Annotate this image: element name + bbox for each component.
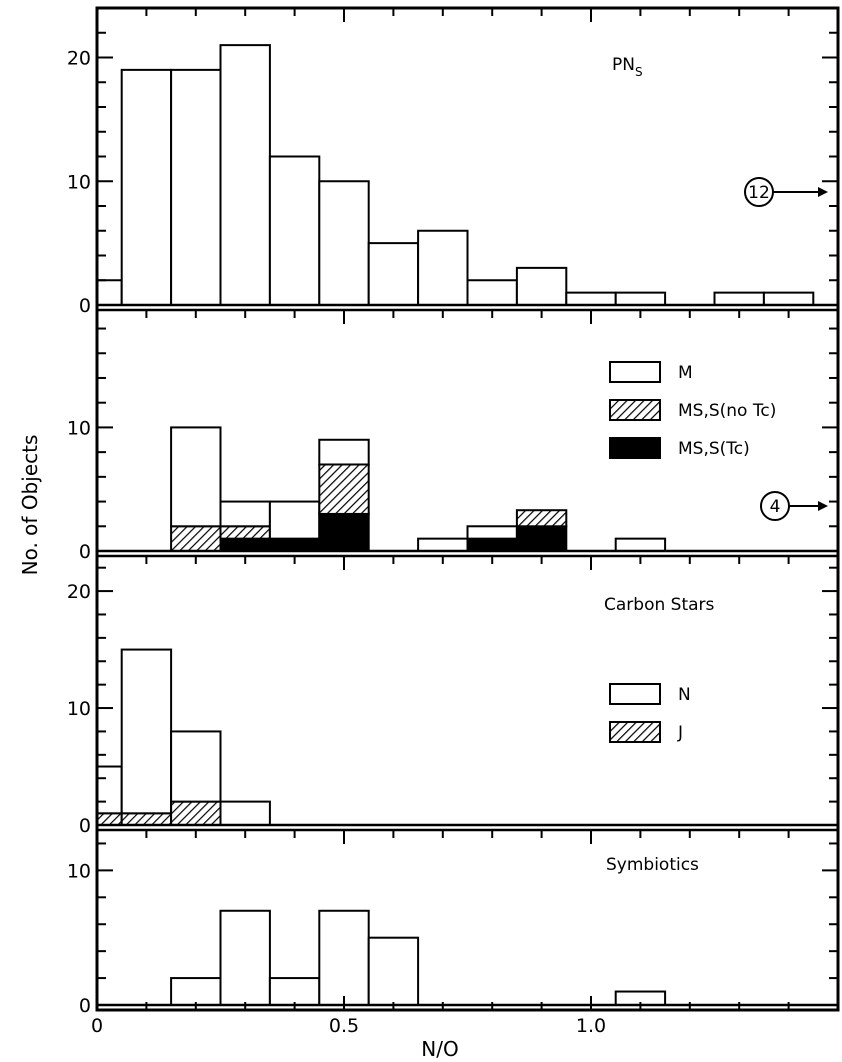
bar-n-bin-1 bbox=[120, 648, 173, 815]
bar-m-bin-4 bbox=[268, 500, 321, 540]
bar-count-bin-14 bbox=[762, 291, 815, 306]
bar-n-bin-3 bbox=[219, 800, 271, 827]
legend-label-n: N bbox=[678, 685, 691, 705]
bar-count-bin-3 bbox=[219, 44, 271, 306]
x-axis-label: N/O bbox=[421, 1037, 458, 1061]
legend-label-ms-s-no-tc: MS,S(no Tc) bbox=[678, 401, 776, 421]
bar-m-bin-3 bbox=[219, 500, 271, 528]
bar-count-bin-7 bbox=[417, 229, 469, 306]
y-tick-label: 10 bbox=[67, 698, 91, 720]
y-tick-label: 0 bbox=[79, 815, 91, 837]
y-tick-label: 0 bbox=[79, 295, 91, 317]
bar-count-bin-5 bbox=[318, 180, 370, 306]
y-tick-label: 0 bbox=[79, 995, 91, 1017]
bar-j-bin-2 bbox=[170, 800, 222, 827]
y-tick-label: 10 bbox=[67, 171, 91, 193]
y-tick-label: 0 bbox=[79, 541, 91, 563]
x-tick-label: 1.0 bbox=[576, 1015, 606, 1037]
pns-annotation: PNS bbox=[612, 55, 643, 79]
bar-n-bin-0 bbox=[96, 765, 123, 815]
symbiotics-annotation: Symbiotics bbox=[606, 855, 699, 875]
bar-ms-s-no-tc-bin-5 bbox=[318, 463, 370, 515]
bar-count-bin-6 bbox=[367, 936, 420, 1007]
bar-m-bin-11 bbox=[614, 537, 667, 553]
bar-n-bin-2 bbox=[170, 730, 222, 803]
legend-swatch-n bbox=[609, 683, 661, 705]
y-axis-label: No. of Objects bbox=[18, 435, 42, 576]
legend-mss: M MS,S(no Tc) MS,S(Tc) bbox=[609, 361, 776, 459]
bar-j-bin-0 bbox=[96, 812, 123, 826]
panel-m-ms-s-stars: 0 10 bbox=[67, 310, 838, 563]
bar-ms-s-tc-bin-3 bbox=[219, 537, 271, 553]
panel-symbiotics: 0 10 bbox=[67, 830, 838, 1017]
arrow-head-icon bbox=[818, 187, 828, 197]
bar-count-bin-9 bbox=[515, 266, 568, 306]
legend-label-m: M bbox=[678, 363, 693, 383]
carbon-stars-annotation: Carbon Stars bbox=[604, 595, 715, 615]
panel-carbon-stars: 0 10 20 bbox=[67, 556, 838, 837]
bar-count-bin-3 bbox=[219, 909, 271, 1006]
legend-label-ms-s-tc: MS,S(Tc) bbox=[678, 439, 750, 459]
bar-count-bin-13 bbox=[713, 291, 765, 306]
bar-ms-s-tc-bin-9 bbox=[515, 525, 568, 552]
bar-ms-s-no-tc-bin-9 bbox=[515, 509, 568, 528]
y-tick-label: 10 bbox=[67, 417, 91, 439]
bar-ms-s-tc-bin-5 bbox=[318, 512, 370, 553]
bar-m-bin-8 bbox=[466, 525, 518, 540]
legend-swatch-ms-s-no-tc bbox=[609, 399, 661, 421]
arrow-head-icon bbox=[818, 501, 828, 511]
x-tick-label: 0.5 bbox=[329, 1015, 359, 1037]
bar-count-bin-5 bbox=[318, 909, 370, 1006]
bar-m-bin-5 bbox=[318, 438, 370, 466]
bar-count-bin-11 bbox=[614, 291, 667, 306]
bar-m-bin-7 bbox=[417, 537, 469, 553]
bar-ms-s-no-tc-bin-2 bbox=[170, 525, 222, 552]
bar-ms-s-no-tc-bin-3 bbox=[219, 525, 271, 540]
y-tick-label: 20 bbox=[67, 581, 91, 603]
legend-swatch-m bbox=[609, 361, 661, 383]
bar-count-bin-8 bbox=[466, 279, 518, 306]
bar-m-bin-2 bbox=[170, 426, 222, 528]
bar-ms-s-tc-bin-8 bbox=[466, 537, 518, 553]
bar-count-bin-10 bbox=[565, 291, 617, 306]
overflow-count: 4 bbox=[770, 497, 781, 517]
overflow-count: 12 bbox=[748, 183, 770, 203]
bar-count-bin-2 bbox=[170, 977, 222, 1006]
pns-annotation-main: PN bbox=[612, 55, 635, 75]
y-tick-label: 20 bbox=[67, 48, 91, 70]
overflow-marker-mss: 4 bbox=[760, 491, 828, 521]
overflow-marker-pns: 12 bbox=[744, 177, 828, 207]
legend-carbon: N J bbox=[609, 683, 691, 743]
bar-count-bin-4 bbox=[268, 155, 321, 306]
legend-swatch-j bbox=[609, 721, 661, 743]
bar-count-bin-4 bbox=[268, 977, 321, 1006]
bar-count-bin-6 bbox=[367, 242, 420, 306]
plot-frame bbox=[95, 6, 840, 1012]
legend-swatch-ms-s-tc bbox=[609, 437, 661, 459]
bar-count-bin-0 bbox=[96, 279, 123, 306]
bar-count-bin-1 bbox=[120, 68, 173, 306]
pns-annotation-subscript: S bbox=[635, 65, 643, 79]
panels: 0 10 20 0 10 0 10 20 0 10 0 0.5 1.0 bbox=[67, 6, 840, 1037]
bar-count-bin-2 bbox=[170, 68, 222, 306]
legend-label-j: J bbox=[677, 723, 683, 743]
bar-ms-s-tc-bin-4 bbox=[268, 537, 321, 553]
bar-j-bin-1 bbox=[120, 812, 173, 826]
panel-pns: 0 10 20 bbox=[67, 8, 838, 317]
x-tick-label: 0 bbox=[91, 1015, 103, 1037]
y-tick-label: 10 bbox=[67, 860, 91, 882]
